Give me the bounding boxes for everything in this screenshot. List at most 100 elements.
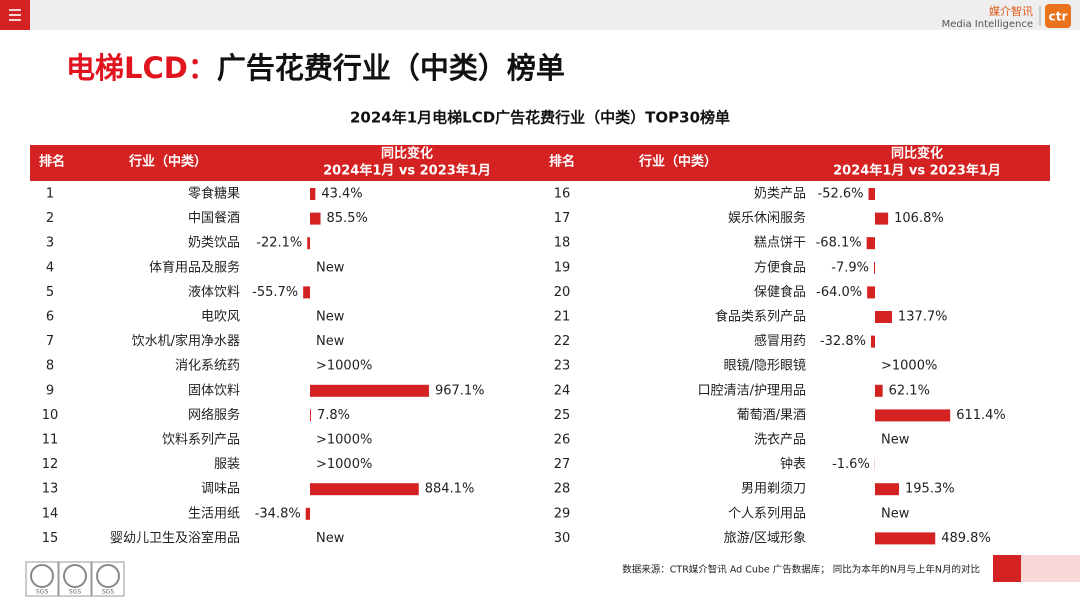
change-label: -7.9% xyxy=(831,260,869,275)
table-header xyxy=(30,145,1050,181)
cert-label: SGS xyxy=(102,589,114,596)
industry: 男用剃须刀 xyxy=(741,482,806,497)
industry: 服装 xyxy=(214,457,240,472)
cert-label: SGS xyxy=(69,589,81,596)
industry: 体育用品及服务 xyxy=(149,259,240,275)
industry: 液体饮料 xyxy=(188,285,240,300)
rank: 10 xyxy=(42,408,59,423)
rank: 15 xyxy=(42,531,59,546)
cert-box xyxy=(58,561,92,597)
industry: 眼镜/隐形眼镜 xyxy=(724,359,806,374)
rank: 7 xyxy=(46,334,54,349)
change-bar xyxy=(310,212,321,225)
rank: 2 xyxy=(46,211,54,226)
rank: 26 xyxy=(554,433,571,448)
cert-box xyxy=(25,561,59,597)
industry: 娱乐休闲服务 xyxy=(728,210,806,226)
change-label: -64.0% xyxy=(816,285,862,300)
industry: 饮料系列产品 xyxy=(162,433,240,448)
change-label: -32.8% xyxy=(820,334,866,349)
col-change: 同比变化 xyxy=(381,146,433,162)
rank: 29 xyxy=(554,506,571,521)
change-label: -68.1% xyxy=(816,236,862,251)
change-label: 195.3% xyxy=(905,482,955,497)
industry: 婴幼儿卫生及浴室用品 xyxy=(110,530,240,546)
rank: 27 xyxy=(554,457,571,472)
rank: 20 xyxy=(554,285,571,300)
logo-mark-bg xyxy=(1045,4,1071,28)
change-label: 611.4% xyxy=(956,408,1006,423)
col-industry: 行业（中类） xyxy=(638,154,717,170)
industry: 消化系统药 xyxy=(175,359,240,374)
rank: 30 xyxy=(554,531,571,546)
change-label: >1000% xyxy=(881,359,937,374)
rank: 13 xyxy=(42,482,59,497)
top-bar xyxy=(0,0,1080,30)
industry: 感冒用药 xyxy=(754,333,806,349)
change-label: -22.1% xyxy=(256,236,302,251)
change-label: -1.6% xyxy=(832,457,870,472)
change-bar xyxy=(875,384,883,397)
industry: 电吹风 xyxy=(201,310,240,325)
industry: 食品类系列产品 xyxy=(715,309,806,325)
slide-title: 电梯LCD：广告花费行业（中类）榜单 xyxy=(66,51,565,85)
industry: 奶类饮品 xyxy=(188,236,240,251)
rank: 3 xyxy=(46,236,54,251)
change-label: 884.1% xyxy=(425,482,475,497)
rank: 14 xyxy=(42,506,59,521)
col-period: 2024年1月 vs 2023年1月 xyxy=(323,163,491,179)
change-label: New xyxy=(316,334,345,349)
change-bar xyxy=(310,384,429,397)
source-note: 数据来源：CTR媒介智讯 Ad Cube 广告数据库； 同比为本年的N月与上年N… xyxy=(622,564,980,576)
change-label: 137.7% xyxy=(898,310,948,325)
rank: 8 xyxy=(46,359,54,374)
industry: 口腔清洁/护理用品 xyxy=(698,383,806,398)
change-bar xyxy=(868,188,875,200)
industry: 方便食品 xyxy=(754,259,806,275)
title-highlight: 电梯LCD： xyxy=(66,51,217,85)
industry: 个人系列用品 xyxy=(728,506,806,521)
cert-seal xyxy=(63,564,87,588)
change-label: 85.5% xyxy=(327,211,368,226)
rank: 5 xyxy=(46,285,54,300)
industry: 生活用纸 xyxy=(188,506,240,521)
change-label: >1000% xyxy=(316,359,372,374)
logo-cn: 媒介智讯 xyxy=(989,4,1033,18)
cert-seal xyxy=(30,564,54,588)
change-label: 489.8% xyxy=(941,531,991,546)
left-header: 排名 行业（中类） 同比变化 2024年1月 vs 2023年1月 xyxy=(39,146,491,179)
change-bar xyxy=(875,532,936,545)
change-bar xyxy=(870,335,875,348)
change-label: 7.8% xyxy=(317,408,350,423)
rank: 4 xyxy=(46,260,54,275)
certifications: SGS SGS SGS xyxy=(25,561,125,597)
rank: 1 xyxy=(46,187,54,202)
change-label: New xyxy=(316,531,345,546)
change-label: New xyxy=(316,260,345,275)
rank: 24 xyxy=(554,383,571,398)
cert-seal xyxy=(96,564,120,588)
industry: 洗衣产品 xyxy=(754,432,806,448)
change-bar xyxy=(866,237,875,250)
rank: 16 xyxy=(554,187,571,202)
change-label: >1000% xyxy=(316,433,372,448)
cert-box xyxy=(91,561,125,597)
change-bar xyxy=(310,409,311,422)
col-change: 同比变化 xyxy=(891,146,943,162)
rank: 17 xyxy=(554,211,571,226)
industry: 旅游/区域形象 xyxy=(724,531,806,546)
rank: 28 xyxy=(554,482,571,497)
industry: 奶类产品 xyxy=(754,187,806,202)
subtitle: 2024年1月电梯LCD广告花费行业（中类）TOP30榜单 xyxy=(350,109,730,127)
change-label: New xyxy=(881,433,910,448)
industry: 固体饮料 xyxy=(188,383,240,398)
industry: 网络服务 xyxy=(188,407,240,423)
change-bar xyxy=(875,409,951,422)
industry: 零食糖果 xyxy=(188,186,240,202)
change-bar xyxy=(875,483,900,496)
rank: 21 xyxy=(554,310,571,325)
cert-label: SGS xyxy=(36,589,48,596)
rank: 25 xyxy=(554,408,571,423)
table-body: 1 零食糖果 43.4% 2 中国餐酒 85.5% 3 奶类饮品 -22.1% 4 体育用品及服务 N… xyxy=(42,186,1006,546)
